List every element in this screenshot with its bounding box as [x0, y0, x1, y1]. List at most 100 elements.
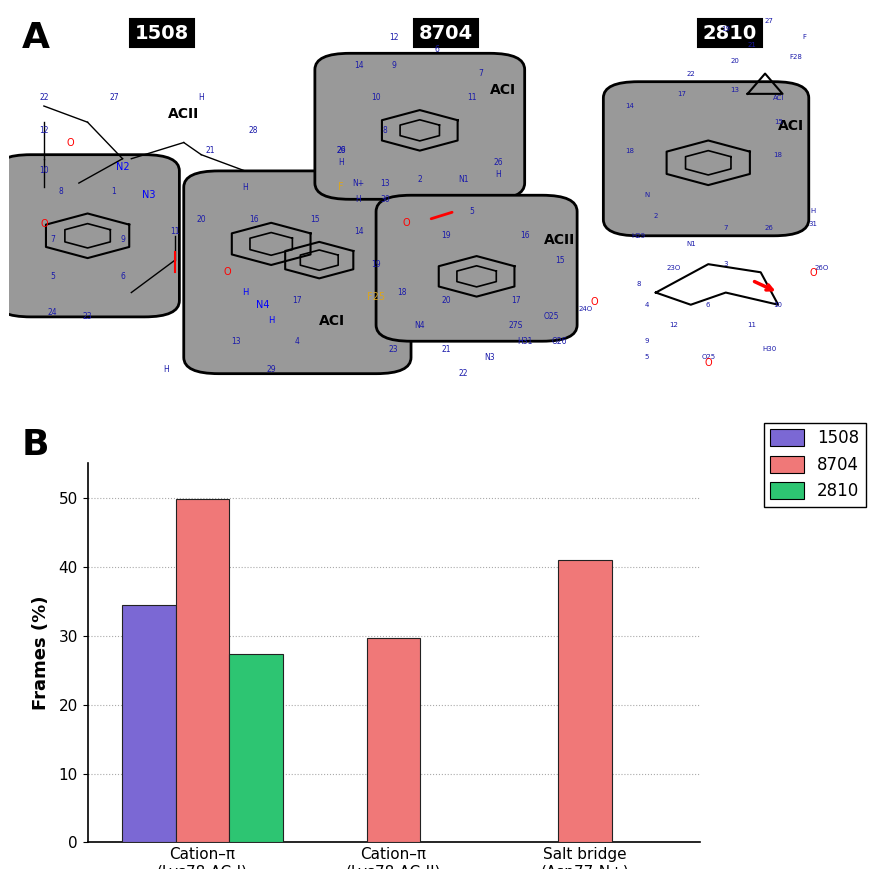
Text: H31: H31 — [517, 336, 533, 346]
Text: O: O — [705, 357, 712, 368]
Text: 20: 20 — [442, 296, 450, 305]
Text: O: O — [809, 269, 817, 278]
Text: 31: 31 — [809, 221, 818, 227]
Text: 27: 27 — [109, 93, 119, 103]
Text: 22: 22 — [458, 369, 468, 378]
Text: H: H — [163, 365, 169, 375]
Text: 14: 14 — [625, 103, 634, 109]
Text: 11: 11 — [467, 93, 477, 103]
Text: N2: N2 — [116, 162, 129, 172]
Text: H: H — [356, 195, 361, 204]
Text: 17: 17 — [293, 296, 302, 305]
Text: 8: 8 — [636, 282, 640, 288]
Text: N1: N1 — [686, 241, 696, 247]
Text: 12: 12 — [389, 32, 399, 42]
Text: 22: 22 — [39, 93, 49, 103]
Text: H: H — [242, 288, 248, 297]
Text: 28: 28 — [249, 126, 259, 135]
Text: 13: 13 — [380, 178, 390, 188]
Text: 19: 19 — [722, 26, 731, 32]
Text: 1508: 1508 — [135, 23, 189, 43]
Text: F: F — [338, 182, 344, 192]
Text: 8: 8 — [383, 126, 387, 135]
Text: H30: H30 — [763, 347, 777, 352]
Text: 20: 20 — [196, 215, 206, 224]
Text: 9: 9 — [391, 61, 396, 70]
Text: N4: N4 — [256, 300, 269, 309]
Text: 6: 6 — [434, 44, 440, 54]
Text: 30: 30 — [380, 195, 390, 204]
Text: 23O: 23O — [666, 265, 681, 271]
Text: 10: 10 — [773, 302, 782, 308]
Text: 24: 24 — [48, 308, 57, 317]
Text: 5: 5 — [50, 272, 55, 281]
Text: 26: 26 — [336, 146, 346, 156]
Text: 10: 10 — [39, 166, 49, 176]
Text: A: A — [22, 21, 50, 55]
Text: O: O — [403, 217, 410, 228]
Text: 5: 5 — [470, 207, 475, 216]
Text: 13: 13 — [231, 336, 241, 346]
FancyBboxPatch shape — [315, 53, 524, 199]
Text: 8: 8 — [59, 187, 63, 196]
Text: 1: 1 — [112, 187, 116, 196]
Text: 26O: 26O — [814, 265, 829, 271]
Text: O: O — [40, 219, 47, 229]
Text: ACI: ACI — [772, 95, 784, 101]
Text: O25: O25 — [543, 312, 558, 322]
Text: 16: 16 — [520, 231, 530, 241]
Text: 17: 17 — [678, 91, 687, 96]
Text: 15: 15 — [310, 215, 319, 224]
Text: 14: 14 — [354, 61, 363, 70]
Text: ACII: ACII — [544, 233, 575, 247]
Text: H: H — [268, 316, 275, 326]
Text: 4: 4 — [645, 302, 649, 308]
Text: O: O — [591, 296, 599, 307]
Text: ACI: ACI — [778, 119, 805, 133]
Text: 19: 19 — [442, 231, 450, 241]
Text: O25: O25 — [701, 355, 715, 361]
Text: 15: 15 — [773, 119, 782, 125]
Text: 19: 19 — [371, 260, 381, 269]
Text: 23: 23 — [83, 312, 93, 322]
Text: 18: 18 — [773, 152, 782, 157]
FancyBboxPatch shape — [184, 171, 411, 374]
Text: ACI: ACI — [319, 314, 345, 328]
Text: 20: 20 — [730, 58, 739, 64]
Text: H: H — [338, 158, 344, 168]
Text: 23: 23 — [389, 345, 399, 354]
Text: 6: 6 — [120, 272, 125, 281]
Text: 14: 14 — [354, 227, 363, 236]
Text: 18: 18 — [625, 148, 634, 154]
Text: 2810: 2810 — [703, 23, 757, 43]
Text: 22: 22 — [686, 70, 695, 76]
Text: H: H — [496, 170, 501, 180]
Text: H: H — [811, 209, 816, 215]
Text: 21: 21 — [442, 345, 450, 354]
Text: 13: 13 — [730, 87, 739, 93]
Text: 5: 5 — [645, 355, 649, 361]
Text: ACI: ACI — [490, 83, 516, 96]
Text: 2: 2 — [654, 213, 658, 218]
Text: 26: 26 — [493, 158, 503, 168]
Text: O26: O26 — [552, 336, 567, 346]
Text: 10: 10 — [371, 93, 381, 103]
Text: F25: F25 — [367, 292, 385, 302]
Text: N: N — [644, 192, 649, 198]
Text: 7: 7 — [723, 225, 728, 230]
Text: F: F — [803, 34, 806, 40]
FancyBboxPatch shape — [0, 155, 179, 317]
Legend: 1508, 8704, 2810: 1508, 8704, 2810 — [764, 422, 866, 507]
Text: 29: 29 — [336, 146, 346, 156]
Text: 11: 11 — [170, 227, 180, 236]
Text: N4: N4 — [415, 321, 425, 329]
Text: 6: 6 — [706, 302, 711, 308]
Text: 17: 17 — [511, 296, 521, 305]
FancyBboxPatch shape — [603, 82, 809, 235]
Text: 21: 21 — [205, 146, 215, 156]
Text: F28: F28 — [789, 55, 802, 60]
Text: N3: N3 — [484, 353, 495, 362]
Text: 9: 9 — [120, 235, 125, 244]
Text: 29: 29 — [267, 365, 276, 375]
Text: H: H — [198, 93, 204, 103]
